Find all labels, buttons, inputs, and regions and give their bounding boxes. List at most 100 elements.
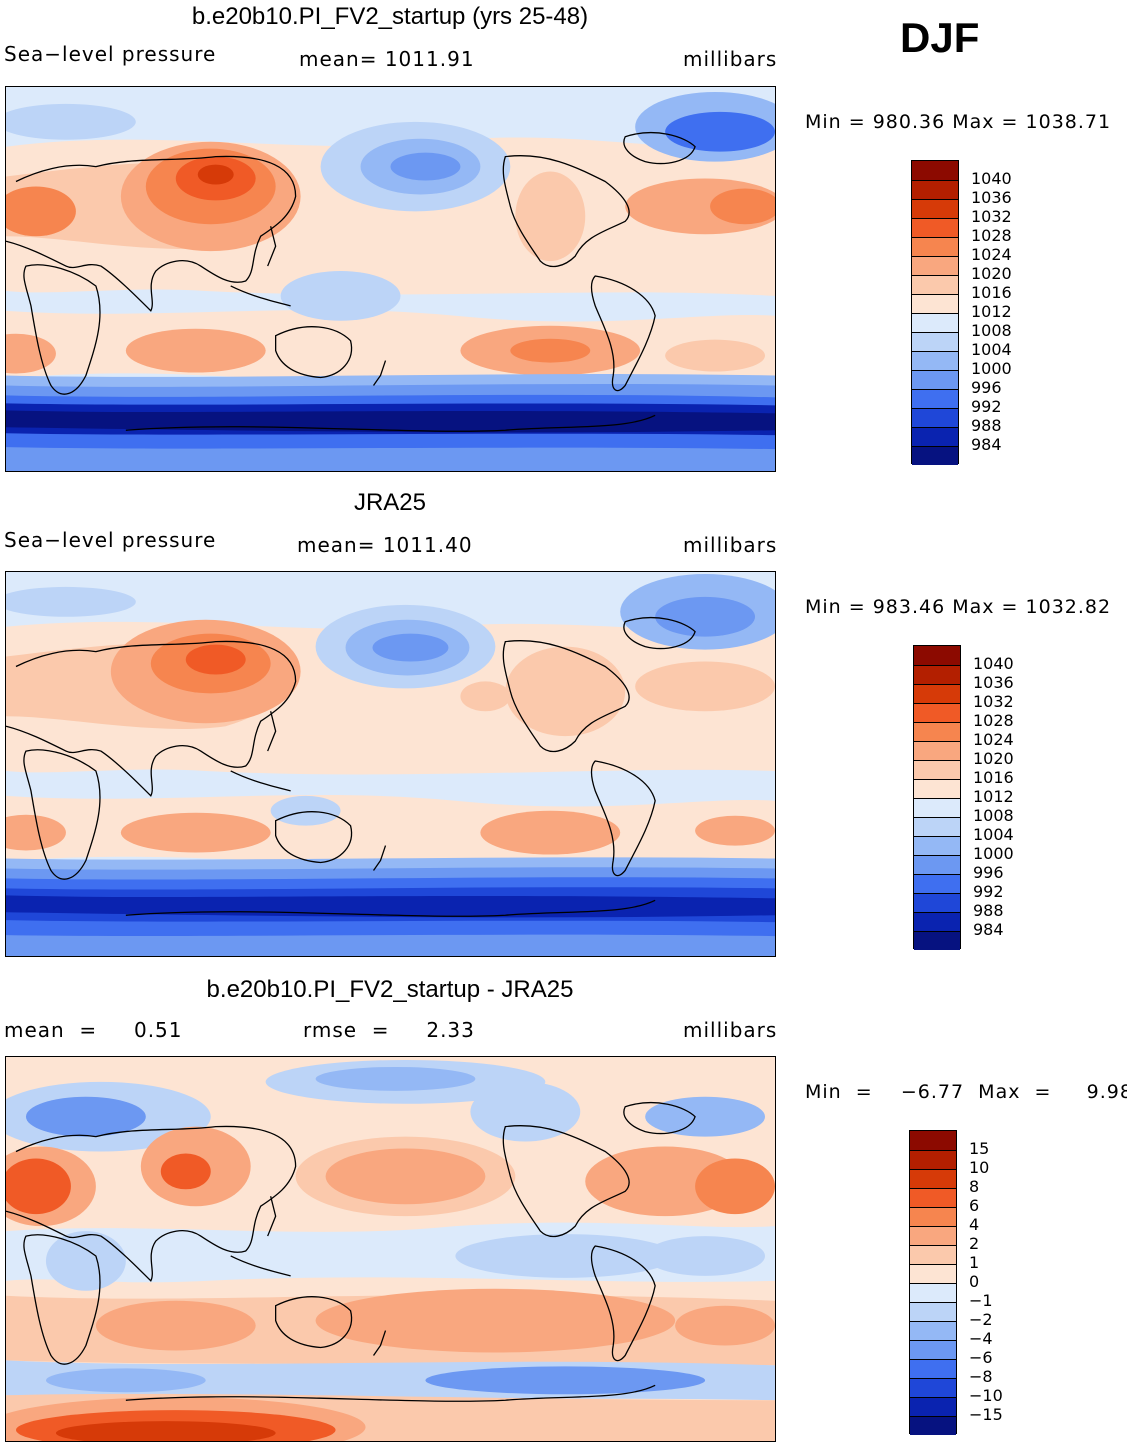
colorbar-swatch: [912, 427, 958, 446]
colorbar-swatch: [910, 1150, 956, 1169]
panel2-field: [6, 572, 775, 956]
colorbar-swatch: [910, 1397, 956, 1416]
colorbar-tick-label: −8: [969, 1367, 993, 1386]
panel1-colorbar: 1040 1036 1032 1028 1024 1020 1016 1012 1008 1004…: [911, 160, 1012, 465]
colorbar-tick-label: 15: [969, 1139, 990, 1158]
panel2-title: JRA25: [353, 489, 427, 516]
colorbar-tick-label: 1012: [971, 302, 1012, 321]
colorbar-swatch: [914, 684, 960, 703]
panel2-mean-label: mean= 1011.40: [297, 533, 473, 557]
colorbar-tick-label: 1016: [973, 768, 1014, 787]
colorbar-tick-label: −6: [969, 1348, 993, 1367]
colorbar-swatch: [910, 1359, 956, 1378]
colorbar-tick-label: 1028: [973, 711, 1014, 730]
panel1-colorbar-swatches: [911, 160, 959, 465]
colorbar-swatch: [914, 741, 960, 760]
colorbar-swatch: [912, 218, 958, 237]
panel3-map: [5, 1056, 776, 1442]
colorbar-swatch: [914, 836, 960, 855]
colorbar-tick-label: −4: [969, 1329, 993, 1348]
colorbar-tick-label: 0: [969, 1272, 980, 1291]
colorbar-tick-label: 1024: [973, 730, 1014, 749]
colorbar-tick-label: −1: [969, 1291, 993, 1310]
panel2-map: [5, 571, 776, 957]
colorbar-swatch: [912, 332, 958, 351]
colorbar-tick-label: 1036: [973, 673, 1014, 692]
colorbar-tick-label: 2: [969, 1234, 980, 1253]
colorbar-swatch: [910, 1416, 956, 1435]
colorbar-swatch: [914, 646, 960, 665]
colorbar-tick-label: 988: [971, 416, 1002, 435]
colorbar-swatch: [912, 389, 958, 408]
colorbar-swatch: [910, 1321, 956, 1340]
colorbar-tick-label: 992: [971, 397, 1002, 416]
colorbar-tick-label: 1036: [971, 188, 1012, 207]
colorbar-tick-label: 1016: [971, 283, 1012, 302]
colorbar-swatch: [912, 161, 958, 180]
colorbar-tick-label: 1024: [971, 245, 1012, 264]
colorbar-tick-label: 6: [969, 1196, 980, 1215]
colorbar-swatch: [910, 1302, 956, 1321]
colorbar-tick-label: 996: [971, 378, 1002, 397]
panel1-field: [6, 87, 775, 471]
panel1-mean-label: mean= 1011.91: [299, 47, 475, 71]
colorbar-swatch: [910, 1378, 956, 1397]
panel3-units-label: millibars: [683, 1018, 778, 1042]
colorbar-tick-label: 996: [973, 863, 1004, 882]
colorbar-swatch: [912, 408, 958, 427]
colorbar-swatch: [910, 1283, 956, 1302]
colorbar-swatch: [910, 1131, 956, 1150]
panel2-units-label: millibars: [683, 533, 778, 557]
panel1-units-label: millibars: [683, 47, 778, 71]
colorbar-swatch: [914, 722, 960, 741]
panel2-colorbar-swatches: [913, 645, 961, 950]
colorbar-tick-label: 1012: [973, 787, 1014, 806]
colorbar-tick-label: 1020: [971, 264, 1012, 283]
colorbar-swatch: [914, 665, 960, 684]
colorbar-swatch: [910, 1340, 956, 1359]
colorbar-tick-label: 1004: [973, 825, 1014, 844]
colorbar-swatch: [912, 275, 958, 294]
panel2-colorbar: 1040 1036 1032 1028 1024 1020 1016 1012 1008 1004…: [913, 645, 1014, 950]
colorbar-tick-label: 1032: [973, 692, 1014, 711]
colorbar-swatch: [912, 237, 958, 256]
colorbar-swatch: [914, 893, 960, 912]
panel3-title: b.e20b10.PI_FV2_startup - JRA25: [206, 976, 574, 1003]
colorbar-swatch: [912, 199, 958, 218]
colorbar-swatch: [914, 779, 960, 798]
colorbar-tick-label: 1008: [973, 806, 1014, 825]
colorbar-tick-label: 992: [973, 882, 1004, 901]
colorbar-tick-label: 4: [969, 1215, 980, 1234]
colorbar-tick-label: −15: [969, 1405, 1003, 1424]
colorbar-tick-label: 988: [973, 901, 1004, 920]
colorbar-tick-label: 1028: [971, 226, 1012, 245]
panel1-map: [5, 86, 776, 472]
colorbar-tick-label: 1032: [971, 207, 1012, 226]
colorbar-tick-label: 1000: [971, 359, 1012, 378]
colorbar-swatch: [914, 912, 960, 931]
colorbar-tick-label: 1020: [973, 749, 1014, 768]
colorbar-swatch: [912, 294, 958, 313]
colorbar-swatch: [910, 1169, 956, 1188]
colorbar-swatch: [912, 351, 958, 370]
colorbar-tick-label: −2: [969, 1310, 993, 1329]
colorbar-tick-label: 1008: [971, 321, 1012, 340]
colorbar-swatch: [910, 1226, 956, 1245]
colorbar-swatch: [914, 817, 960, 836]
panel3-min-max: Min = −6.77 Max = 9.98: [805, 1081, 1127, 1103]
colorbar-swatch: [914, 874, 960, 893]
colorbar-swatch: [912, 370, 958, 389]
colorbar-swatch: [910, 1245, 956, 1264]
colorbar-tick-label: 8: [969, 1177, 980, 1196]
colorbar-swatch: [914, 931, 960, 950]
colorbar-swatch: [910, 1188, 956, 1207]
colorbar-tick-label: 1040: [973, 654, 1014, 673]
colorbar-swatch: [914, 798, 960, 817]
season-label: DJF: [900, 14, 980, 61]
colorbar-tick-label: 984: [973, 920, 1004, 939]
colorbar-tick-label: 984: [971, 435, 1002, 454]
colorbar-tick-label: 1: [969, 1253, 980, 1272]
panel2-variable-label: Sea−level pressure: [4, 528, 217, 552]
colorbar-swatch: [914, 760, 960, 779]
colorbar-tick-label: 1000: [973, 844, 1014, 863]
